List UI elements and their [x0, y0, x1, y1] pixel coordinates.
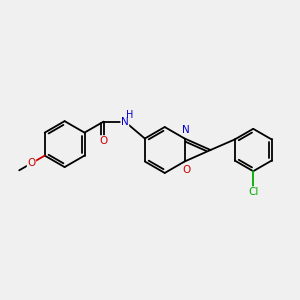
Text: O: O	[182, 165, 190, 175]
Text: O: O	[100, 136, 108, 146]
Text: N: N	[182, 125, 190, 135]
Text: H: H	[126, 110, 133, 120]
Text: Cl: Cl	[248, 187, 258, 197]
Text: O: O	[27, 158, 36, 168]
Text: N: N	[121, 117, 129, 127]
